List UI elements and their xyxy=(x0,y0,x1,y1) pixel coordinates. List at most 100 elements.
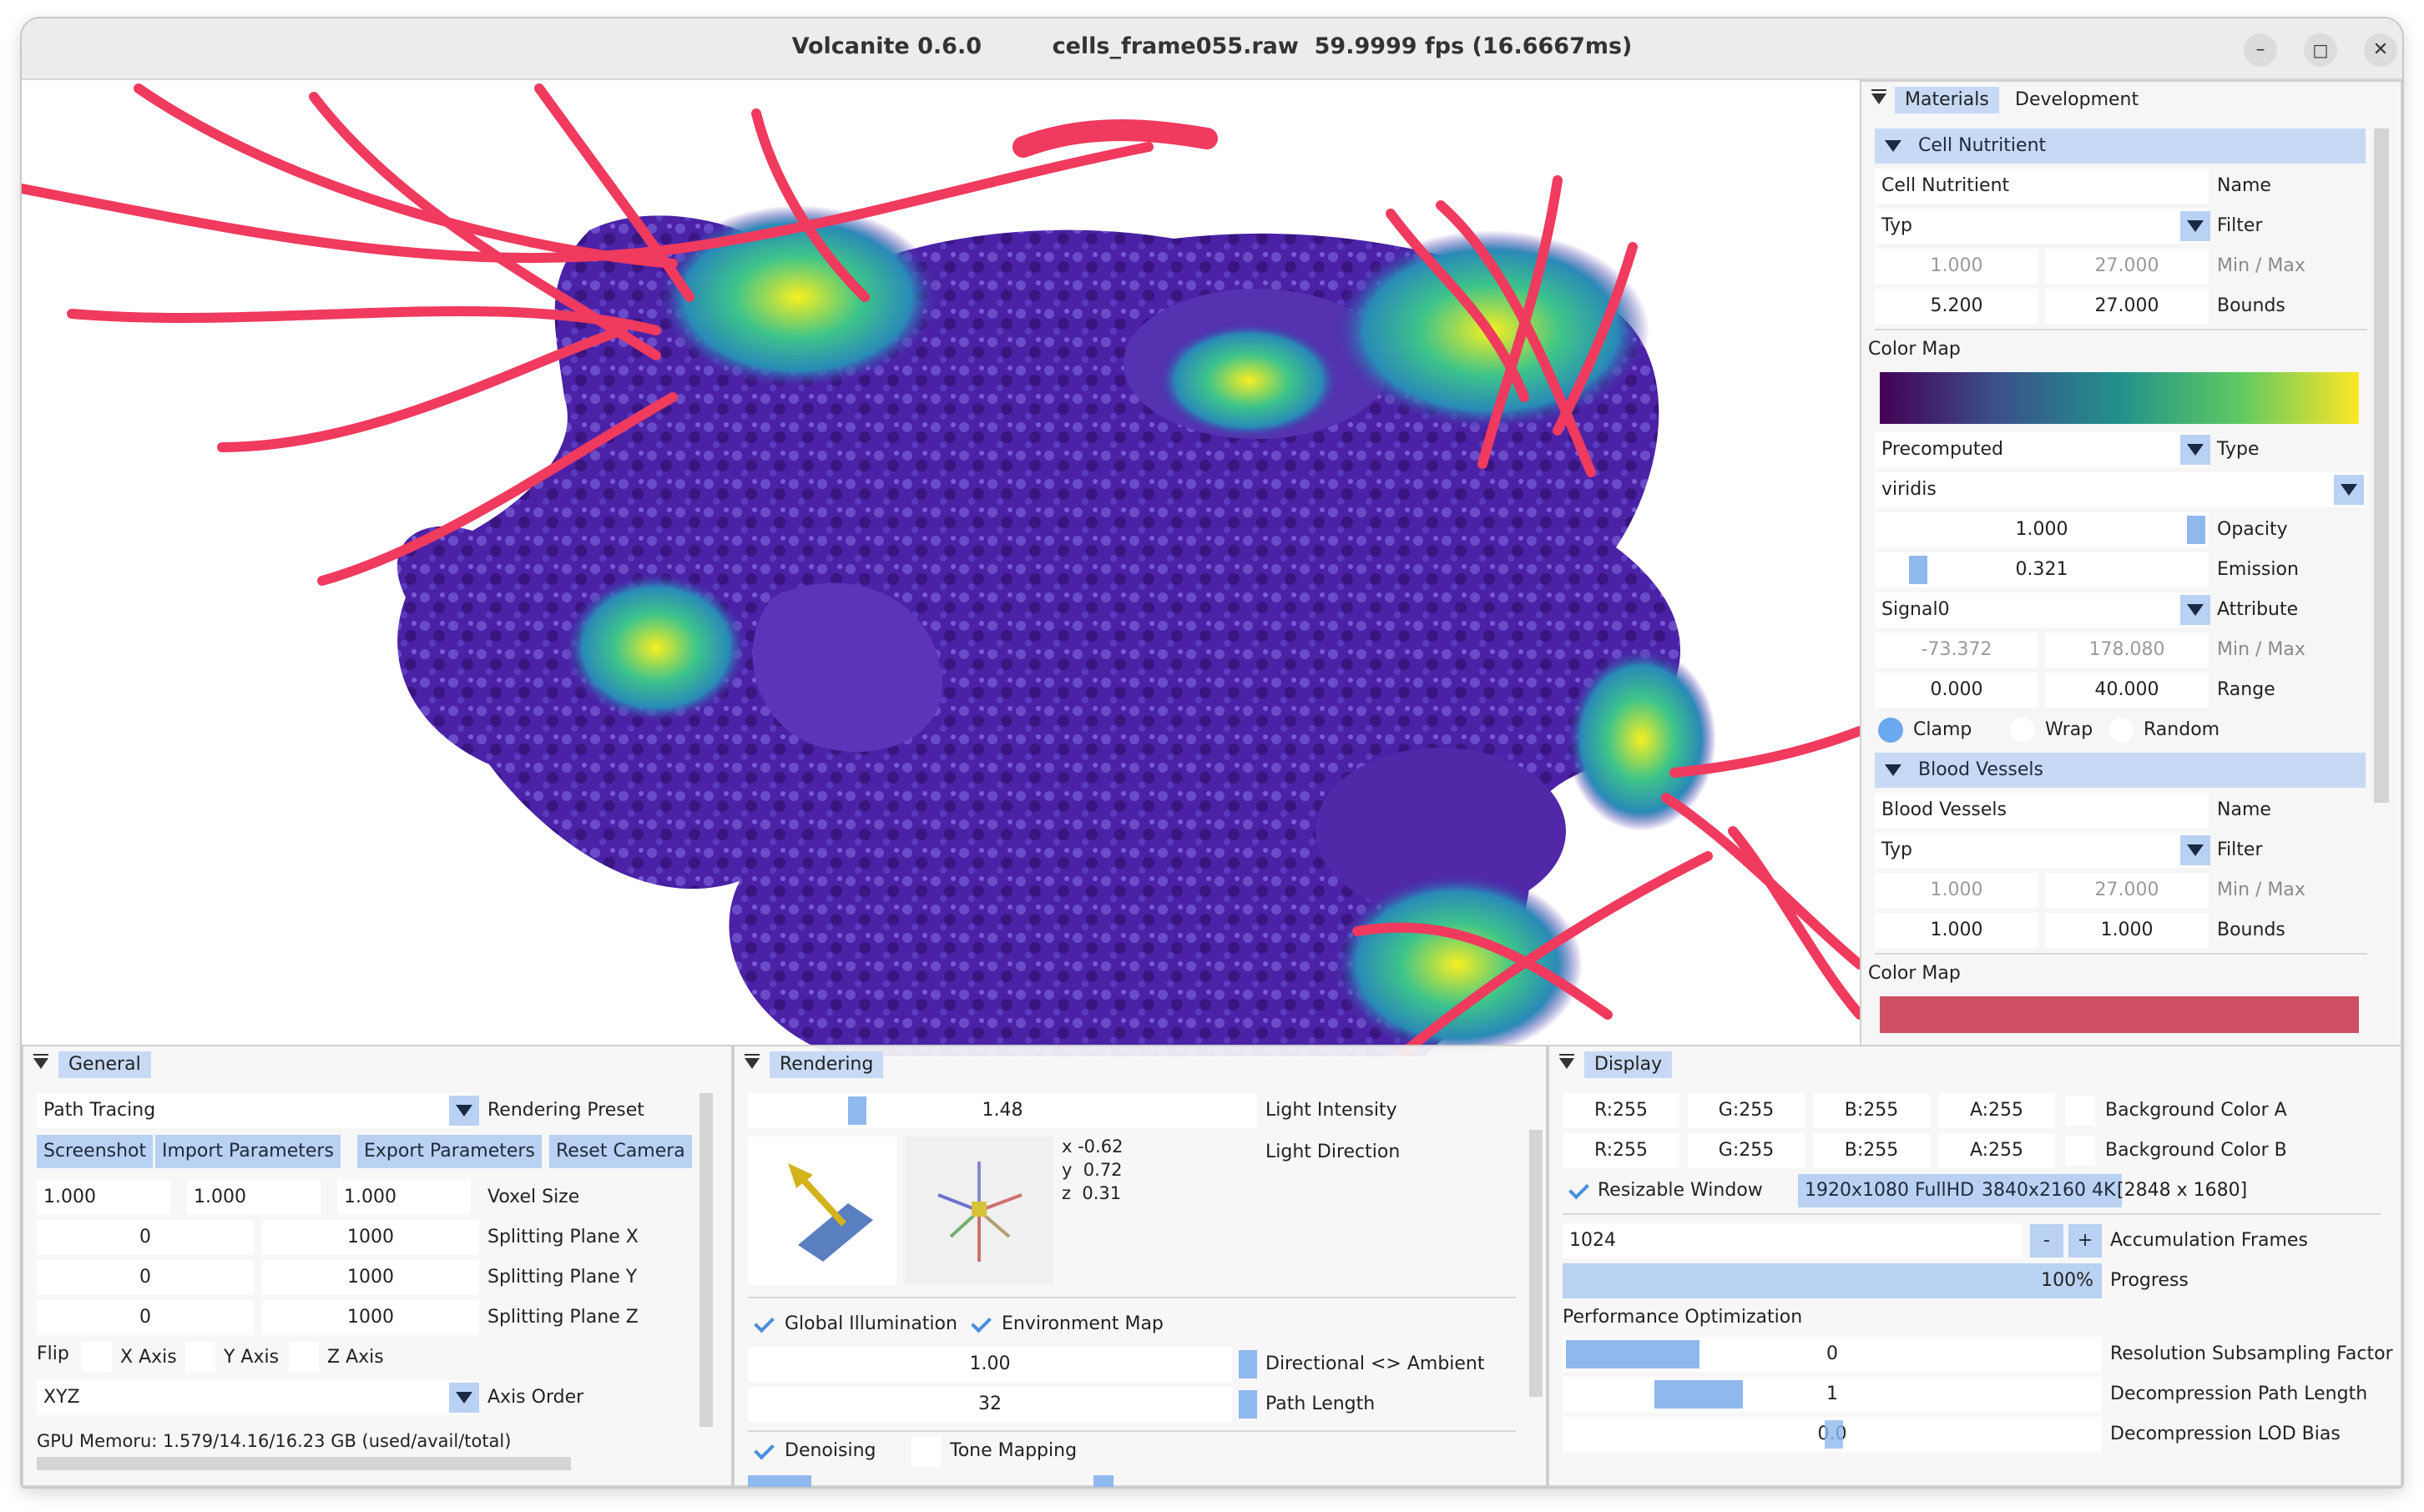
minimize-button[interactable]: – xyxy=(2244,33,2277,67)
dropdown-arrow-icon[interactable] xyxy=(2180,835,2210,865)
tab-display[interactable]: Display xyxy=(1584,1051,1673,1078)
horizontal-scrollbar[interactable] xyxy=(37,1457,571,1470)
bg-a-color-swatch[interactable] xyxy=(2065,1096,2095,1126)
flip-z-checkbox[interactable] xyxy=(289,1342,319,1372)
vertical-scrollbar[interactable] xyxy=(1529,1130,1543,1397)
export-parameters-button[interactable]: Export Parameters xyxy=(357,1135,542,1168)
bg-a-alpha[interactable]: A:255 xyxy=(1938,1093,2055,1128)
render-viewport[interactable] xyxy=(22,80,1860,1056)
slider-handle[interactable] xyxy=(1654,1380,1743,1409)
maximize-button[interactable]: □ xyxy=(2304,33,2337,67)
section-blood-vessels[interactable]: Blood Vessels xyxy=(1875,753,2366,788)
vessel-colormap-preview[interactable] xyxy=(1880,996,2359,1033)
voxel-size-y[interactable]: 1.000 xyxy=(187,1180,321,1215)
screenshot-button[interactable]: Screenshot xyxy=(37,1135,154,1168)
resolution-fullhd-button[interactable]: 1920x1080 FullHD xyxy=(1798,1174,1982,1207)
splitting-plane-x-min[interactable]: 0 xyxy=(37,1220,254,1255)
slider-handle[interactable] xyxy=(1239,1350,1257,1378)
bg-a-red[interactable]: R:255 xyxy=(1563,1093,1679,1128)
denoising-checkbox[interactable] xyxy=(751,1439,776,1464)
clamp-radio[interactable] xyxy=(1878,718,1903,743)
flip-x-checkbox[interactable] xyxy=(82,1342,112,1372)
axis-order-select[interactable]: XYZ xyxy=(37,1380,471,1415)
tone-mapping-checkbox[interactable] xyxy=(912,1437,942,1467)
vessel-filter-select[interactable]: Typ xyxy=(1875,833,2209,868)
vertical-scrollbar[interactable] xyxy=(2374,129,2389,803)
slider-handle[interactable] xyxy=(1825,1420,1843,1449)
tab-general[interactable]: General xyxy=(58,1051,151,1078)
path-length-slider[interactable]: 32 xyxy=(748,1387,1232,1422)
voxel-size-z[interactable]: 1.000 xyxy=(337,1180,471,1215)
splitting-plane-z-max[interactable]: 1000 xyxy=(262,1300,479,1335)
bg-a-green[interactable]: G:255 xyxy=(1688,1093,1805,1128)
tab-materials[interactable]: Materials xyxy=(1895,87,1999,113)
wrap-radio[interactable] xyxy=(2010,718,2035,743)
tab-development[interactable]: Development xyxy=(2015,89,2139,110)
tab-rendering[interactable]: Rendering xyxy=(770,1051,884,1078)
camera-gizmo[interactable] xyxy=(905,1137,1053,1285)
resolution-4k-button[interactable]: 3840x2160 4K xyxy=(1975,1174,2123,1207)
range-min-input[interactable]: 0.000 xyxy=(1875,673,2038,708)
bg-b-red[interactable]: R:255 xyxy=(1563,1133,1679,1168)
slider-handle[interactable] xyxy=(748,1475,811,1487)
slider-handle[interactable] xyxy=(1239,1390,1257,1419)
bounds-max-input[interactable]: 27.000 xyxy=(2045,289,2209,324)
slider-handle[interactable] xyxy=(2187,516,2205,544)
dropdown-arrow-icon[interactable] xyxy=(449,1383,479,1413)
opacity-slider[interactable]: 1.000 xyxy=(1875,512,2209,547)
dropdown-arrow-icon[interactable] xyxy=(2180,595,2210,625)
slider-handle[interactable] xyxy=(1093,1475,1114,1487)
increment-button[interactable]: + xyxy=(2068,1224,2102,1257)
slider-handle[interactable] xyxy=(1909,556,1927,584)
global-illumination-checkbox[interactable] xyxy=(751,1312,776,1337)
accumulation-frames-input[interactable]: 1024 xyxy=(1563,1223,2022,1258)
bounds-min-input[interactable]: 5.200 xyxy=(1875,289,2038,324)
decompression-path-length-slider[interactable]: 1 xyxy=(1563,1377,2102,1412)
section-cell-nutritient[interactable]: Cell Nutritient xyxy=(1875,129,2366,164)
colormap-name-select[interactable]: viridis xyxy=(1875,472,2367,507)
vessel-bounds-max-input[interactable]: 1.000 xyxy=(2045,913,2209,948)
colormap-type-select[interactable]: Precomputed xyxy=(1875,432,2209,467)
collapse-icon[interactable] xyxy=(33,1058,48,1069)
vertical-scrollbar[interactable] xyxy=(699,1093,713,1427)
bg-a-blue[interactable]: B:255 xyxy=(1813,1093,1930,1128)
vessel-name-input[interactable]: Blood Vessels xyxy=(1875,793,2209,828)
range-max-input[interactable]: 40.000 xyxy=(2045,673,2209,708)
collapse-icon[interactable] xyxy=(1559,1058,1574,1069)
collapse-icon[interactable] xyxy=(1871,93,1886,104)
splitting-plane-y-max[interactable]: 1000 xyxy=(262,1260,479,1295)
directional-ambient-slider[interactable]: 1.00 xyxy=(748,1347,1232,1382)
splitting-plane-x-max[interactable]: 1000 xyxy=(262,1220,479,1255)
vessel-bounds-min-input[interactable]: 1.000 xyxy=(1875,913,2038,948)
environment-map-checkbox[interactable] xyxy=(968,1312,993,1337)
dropdown-arrow-icon[interactable] xyxy=(2334,475,2364,505)
flip-y-checkbox[interactable] xyxy=(185,1342,215,1372)
random-radio[interactable] xyxy=(2108,718,2134,743)
decrement-button[interactable]: - xyxy=(2030,1224,2063,1257)
viridis-colormap-preview[interactable] xyxy=(1880,372,2359,424)
resizable-window-checkbox[interactable] xyxy=(1566,1178,1591,1203)
bg-b-color-swatch[interactable] xyxy=(2065,1136,2095,1166)
collapse-icon[interactable] xyxy=(745,1058,760,1069)
splitting-plane-y-min[interactable]: 0 xyxy=(37,1260,254,1295)
attribute-select[interactable]: Signal0 xyxy=(1875,592,2209,627)
dropdown-arrow-icon[interactable] xyxy=(2180,435,2210,465)
light-direction-widget[interactable] xyxy=(748,1137,896,1285)
rendering-preset-select[interactable]: Path Tracing xyxy=(37,1093,471,1128)
dropdown-arrow-icon[interactable] xyxy=(2180,211,2210,241)
import-parameters-button[interactable]: Import Parameters xyxy=(155,1135,341,1168)
bg-b-green[interactable]: G:255 xyxy=(1688,1133,1805,1168)
filter-select[interactable]: Typ xyxy=(1875,209,2209,244)
bg-b-alpha[interactable]: A:255 xyxy=(1938,1133,2055,1168)
voxel-size-x[interactable]: 1.000 xyxy=(37,1180,170,1215)
bg-b-blue[interactable]: B:255 xyxy=(1813,1133,1930,1168)
reset-camera-button[interactable]: Reset Camera xyxy=(549,1135,692,1168)
splitting-plane-z-min[interactable]: 0 xyxy=(37,1300,254,1335)
slider-handle[interactable] xyxy=(1566,1340,1699,1368)
close-button[interactable]: ✕ xyxy=(2364,33,2397,67)
dropdown-arrow-icon[interactable] xyxy=(449,1096,479,1126)
material-name-input[interactable]: Cell Nutritient xyxy=(1875,169,2209,204)
slider-handle[interactable] xyxy=(848,1096,866,1125)
light-intensity-slider[interactable]: 1.48 xyxy=(748,1093,1257,1128)
title-bar[interactable]: Volcanite 0.6.0 cells_frame055.raw 59.99… xyxy=(22,18,2402,80)
